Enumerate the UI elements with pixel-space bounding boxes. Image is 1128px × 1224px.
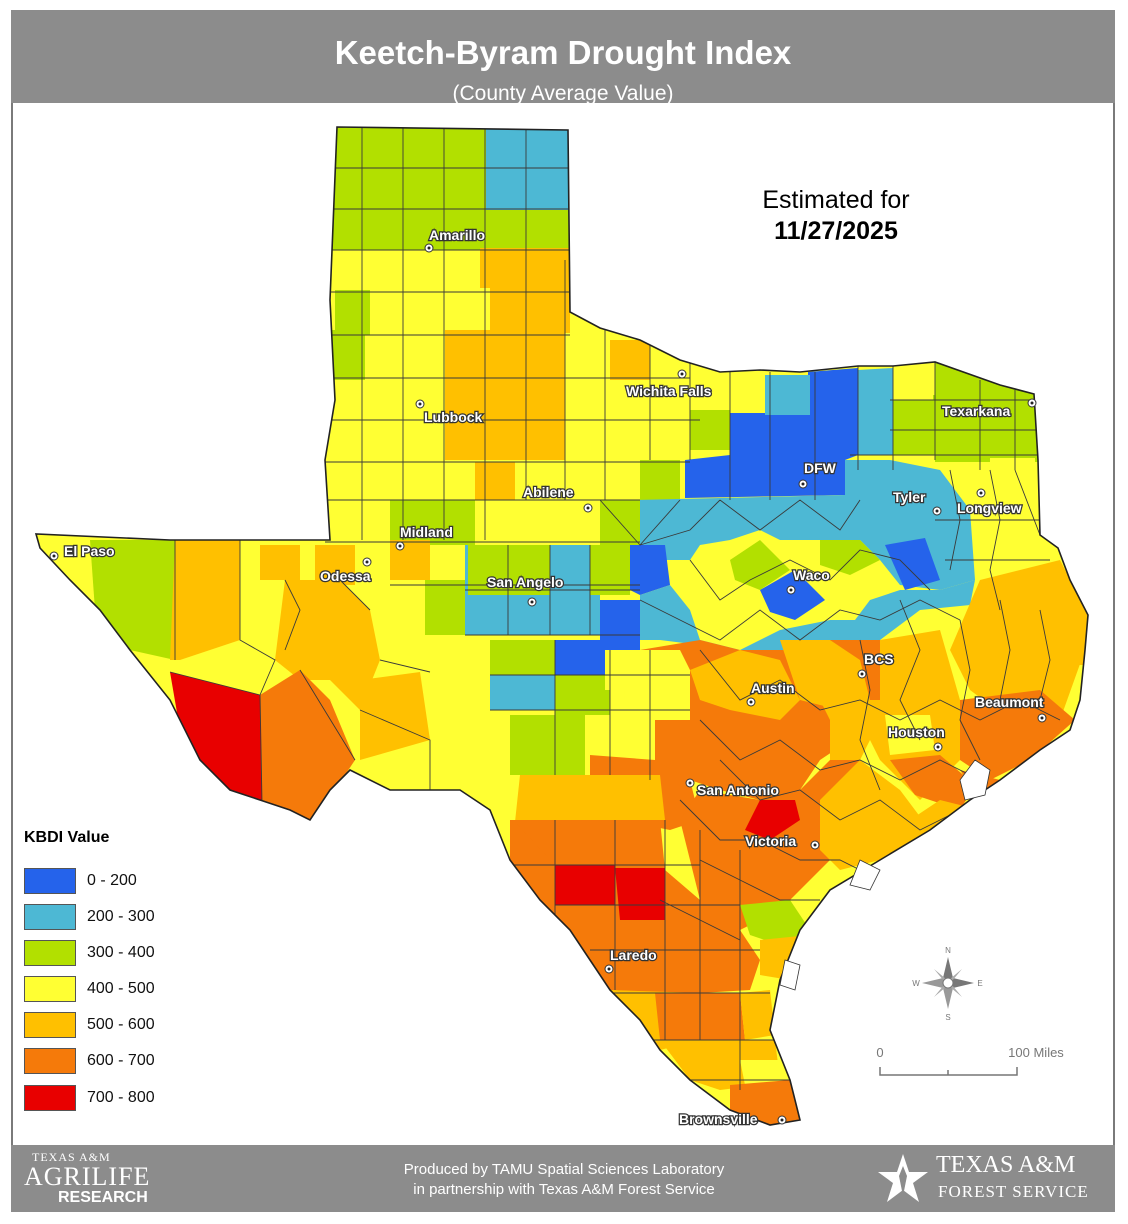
county-boundaries bbox=[169, 127, 1061, 1090]
city-marker: Lubbock bbox=[415, 399, 484, 426]
city-label: Houston bbox=[888, 724, 945, 740]
city-marker: Austin bbox=[746, 679, 796, 707]
forest-logo-line-2: FOREST SERVICE bbox=[938, 1182, 1089, 1201]
legend-swatch bbox=[24, 1048, 76, 1074]
estimate-date: 11/27/2025 bbox=[774, 217, 898, 245]
city-marker: Longview bbox=[956, 488, 1023, 517]
city-label: Victoria bbox=[745, 833, 796, 849]
city-marker: Odessa bbox=[319, 557, 372, 585]
credit-line-1: Produced by TAMU Spatial Sciences Labora… bbox=[403, 1161, 725, 1178]
compass-e-label: E bbox=[977, 979, 982, 988]
agrilife-logo-line-3: RESEARCH bbox=[58, 1189, 148, 1206]
city-label: San Antonio bbox=[697, 782, 779, 798]
city-marker: Waco bbox=[786, 566, 831, 595]
city-marker: San Antonio bbox=[685, 778, 780, 799]
city-marker: DFW bbox=[798, 459, 838, 489]
city-marker: Wichita Falls bbox=[625, 369, 713, 400]
matagorda-bay bbox=[849, 859, 881, 891]
legend-swatch bbox=[24, 940, 76, 966]
scale-start-label: 0 bbox=[876, 1045, 883, 1060]
city-label: Odessa bbox=[320, 568, 371, 584]
map-title: Keetch-Byram Drought Index bbox=[334, 34, 792, 71]
city-marker: Brownsville bbox=[678, 1110, 787, 1128]
city-marker: Tyler bbox=[892, 488, 942, 516]
legend-swatch bbox=[24, 868, 76, 894]
city-marker: Amarillo bbox=[424, 226, 486, 253]
legend-label: 600 - 700 bbox=[87, 1052, 155, 1069]
city-marker: San Angelo bbox=[486, 573, 565, 607]
city-label: Austin bbox=[751, 680, 795, 696]
city-layer: Amarillo Lubbock Wichita Falls Texarkana DFW… bbox=[49, 226, 1047, 1128]
compass-n-label: N bbox=[945, 946, 951, 955]
corpus-christi-bay bbox=[779, 959, 801, 991]
city-marker: Laredo bbox=[604, 946, 658, 974]
city-label: DFW bbox=[804, 460, 837, 476]
compass-rose-icon: N S E W bbox=[912, 946, 982, 1022]
legend-label: 500 - 600 bbox=[87, 1016, 155, 1033]
city-marker: BCS bbox=[857, 650, 895, 679]
footer-bar bbox=[11, 1145, 1115, 1212]
forest-logo-line-1: TEXAS A&M bbox=[936, 1152, 1076, 1178]
legend-swatch bbox=[24, 1012, 76, 1038]
city-label: Amarillo bbox=[429, 227, 485, 243]
agrilife-logo-line-2: AGRILIFE bbox=[24, 1162, 151, 1191]
city-label: Waco bbox=[793, 567, 830, 583]
estimate-block: Estimated for 11/27/2025 bbox=[720, 186, 952, 246]
city-label: San Angelo bbox=[487, 574, 564, 590]
compass-w-label: W bbox=[912, 979, 920, 988]
city-label: Tyler bbox=[893, 489, 926, 505]
city-label: Brownsville bbox=[679, 1111, 758, 1127]
city-label: Lubbock bbox=[424, 409, 483, 425]
city-label: Midland bbox=[400, 524, 453, 540]
estimate-label: Estimated for bbox=[762, 186, 910, 214]
city-marker: Victoria bbox=[744, 832, 820, 850]
legend-swatch bbox=[24, 1085, 76, 1111]
city-label: Beaumont bbox=[975, 694, 1044, 710]
legend-label: 300 - 400 bbox=[87, 944, 155, 961]
credit-text: Produced by TAMU Spatial Sciences Labora… bbox=[0, 1160, 1128, 1200]
compass-s-label: S bbox=[945, 1013, 950, 1022]
legend-swatch bbox=[24, 904, 76, 930]
city-marker: Midland bbox=[395, 523, 454, 551]
city-label: Wichita Falls bbox=[626, 383, 712, 399]
city-marker: Houston bbox=[887, 723, 946, 752]
county-fill-layer bbox=[36, 127, 1088, 1125]
galveston-bay bbox=[959, 759, 991, 801]
legend-title: KBDI Value bbox=[24, 829, 110, 846]
agrilife-logo-line-1: TEXAS A&M bbox=[32, 1150, 111, 1164]
scale-end-label: 100 Miles bbox=[1008, 1045, 1064, 1060]
city-label: Longview bbox=[957, 500, 1022, 516]
legend-swatch bbox=[24, 976, 76, 1002]
map-subtitle: (County Average Value) bbox=[452, 82, 674, 105]
city-marker: Texarkana bbox=[941, 398, 1037, 420]
legend-label: 200 - 300 bbox=[87, 908, 155, 925]
city-label: BCS bbox=[864, 651, 894, 667]
city-marker: Beaumont bbox=[974, 693, 1047, 723]
scale-bar: 0 100 Miles bbox=[876, 1045, 1064, 1076]
city-marker: El Paso bbox=[49, 542, 116, 561]
legend-label: 400 - 500 bbox=[87, 980, 155, 997]
city-marker: Abilene bbox=[522, 483, 593, 513]
city-label: El Paso bbox=[64, 543, 115, 559]
legend-label: 0 - 200 bbox=[87, 872, 137, 889]
legend-label: 700 - 800 bbox=[87, 1089, 155, 1106]
header-bar: Keetch-Byram Drought Index (County Avera… bbox=[11, 10, 1115, 105]
star-icon bbox=[878, 1154, 928, 1202]
city-label: Texarkana bbox=[942, 403, 1010, 419]
city-label: Abilene bbox=[523, 484, 574, 500]
credit-line-2: in partnership with Texas A&M Forest Ser… bbox=[413, 1181, 715, 1198]
city-label: Laredo bbox=[610, 947, 657, 963]
agrilife-logo: TEXAS A&M AGRILIFE RESEARCH bbox=[24, 1150, 150, 1207]
